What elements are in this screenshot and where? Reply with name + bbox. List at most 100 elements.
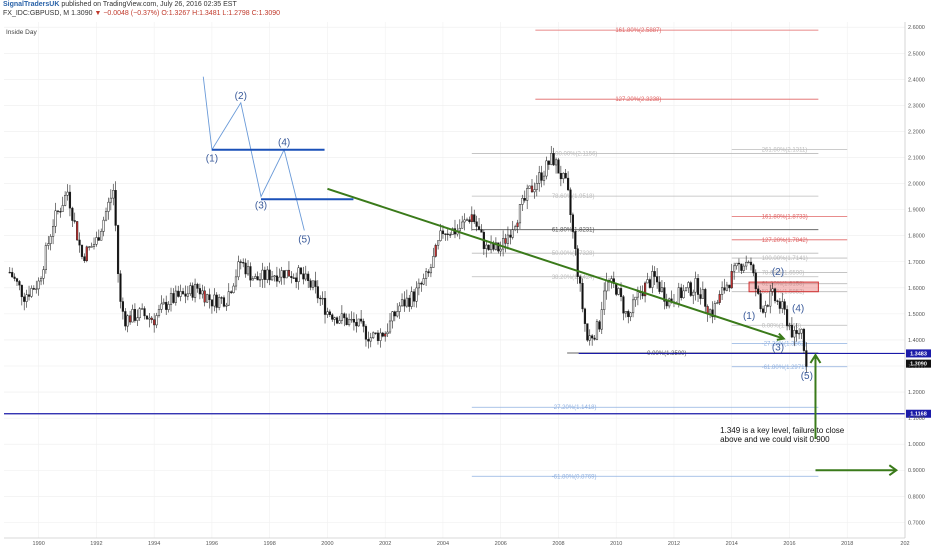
candle-body <box>465 219 469 221</box>
candle-body <box>32 288 35 290</box>
candle-body <box>280 270 283 278</box>
author-name[interactable]: SignalTradersUK <box>3 1 60 8</box>
candle-body <box>92 244 96 247</box>
candle-body <box>538 172 541 184</box>
candle-body <box>266 269 269 280</box>
candle-body <box>83 256 86 262</box>
candle-body <box>728 284 731 289</box>
candle-body <box>653 271 656 277</box>
candle-body <box>696 278 700 295</box>
example-wave-label: (3) <box>255 201 267 212</box>
candle-body <box>201 290 204 295</box>
y-tick-label: 2.1000 <box>908 156 925 162</box>
candle-body <box>66 191 69 196</box>
candle-body <box>581 283 584 310</box>
fib-label: 127.20%(2.3238) <box>615 97 661 103</box>
candle-body <box>444 233 447 235</box>
candle-body <box>20 284 23 298</box>
fib-label: 61.80%(1.6158) <box>762 282 805 288</box>
candle-body <box>593 337 596 340</box>
candle-body <box>198 288 201 295</box>
candle-body <box>326 311 329 315</box>
candle-body <box>721 287 724 295</box>
candle-body <box>740 263 743 271</box>
candle-body <box>234 276 238 287</box>
candle-body <box>64 195 67 206</box>
price-tag: 1.3483 <box>910 351 927 357</box>
candle-body <box>535 183 538 190</box>
candle-body <box>381 332 384 337</box>
candle-body <box>355 322 358 327</box>
candle-body <box>658 281 661 292</box>
candle-body <box>148 317 151 320</box>
candle-body <box>388 320 392 333</box>
candle-body <box>761 308 765 313</box>
fib-label: -61.80%(0.8769) <box>552 474 597 480</box>
example-wave-label: (2) <box>235 91 247 102</box>
candle-body <box>716 302 719 304</box>
candle-body <box>773 288 777 302</box>
candle-body <box>516 222 519 228</box>
candle-body <box>660 287 664 292</box>
candle-body <box>275 275 278 282</box>
candle-body <box>663 287 666 302</box>
candle-body <box>441 230 445 235</box>
candle-body <box>795 330 798 334</box>
candle-body <box>384 333 387 337</box>
candle-body <box>25 294 28 302</box>
wave-label: (5) <box>801 371 813 382</box>
candle-body <box>533 189 536 193</box>
resistance-zone <box>748 281 819 293</box>
candle-body <box>78 239 81 246</box>
candle-body <box>588 335 591 341</box>
candle-body <box>506 234 510 244</box>
candle-body <box>790 324 793 338</box>
candle-body <box>499 248 502 252</box>
candle-body <box>619 288 623 297</box>
fib-label: -27.20%(1.1418) <box>552 405 597 411</box>
candle-body <box>107 201 110 212</box>
candle-body <box>208 294 211 300</box>
candle-body <box>145 315 149 320</box>
candle-body <box>362 320 365 327</box>
candle-body <box>59 211 62 213</box>
candle-body <box>579 276 582 284</box>
candle-body <box>256 276 259 281</box>
candle-body <box>249 266 252 281</box>
candle-body <box>651 271 654 288</box>
candle-body <box>11 272 14 278</box>
axes: 2.6000 2.5000 2.4000 2.3000 2.2000 2.1000 2.00… <box>4 22 925 547</box>
candle-body <box>521 197 524 205</box>
candle-body <box>179 291 182 297</box>
candle-body <box>114 190 117 226</box>
candle-body <box>225 304 228 307</box>
candle-body <box>591 335 594 339</box>
candle-body <box>184 293 187 297</box>
candle-body <box>627 311 630 318</box>
fib-levels: 161.80%(2.5887) 127.20%(2.3238) 100.00%(2.… <box>4 28 931 480</box>
candle-body <box>622 296 625 314</box>
candle-body <box>124 311 127 327</box>
x-tick-label: 2000 <box>321 541 333 547</box>
candle-body <box>711 309 714 318</box>
fib-label: -61.80%(1.2971) <box>762 365 807 371</box>
candle-body <box>338 320 341 324</box>
candle-body <box>287 269 291 277</box>
candle-body <box>745 261 748 267</box>
candle-body <box>603 290 606 310</box>
candle-body <box>136 317 139 321</box>
y-tick-label: 1.8000 <box>908 234 925 240</box>
candle-body <box>708 309 712 314</box>
candle-body <box>165 301 168 310</box>
candle-body <box>547 160 550 165</box>
fib-label: 100.00%(2.1156) <box>552 151 598 157</box>
candle-body <box>340 313 343 321</box>
candle-body <box>778 301 781 309</box>
candle-body <box>157 309 161 316</box>
candle-body <box>191 285 194 298</box>
y-tick-label: 1.9000 <box>908 208 925 214</box>
y-tick-label: 1.5000 <box>908 312 925 318</box>
symbol-name: FX_IDC:GBPUSD, M <box>3 10 70 17</box>
candle-body <box>559 172 562 180</box>
